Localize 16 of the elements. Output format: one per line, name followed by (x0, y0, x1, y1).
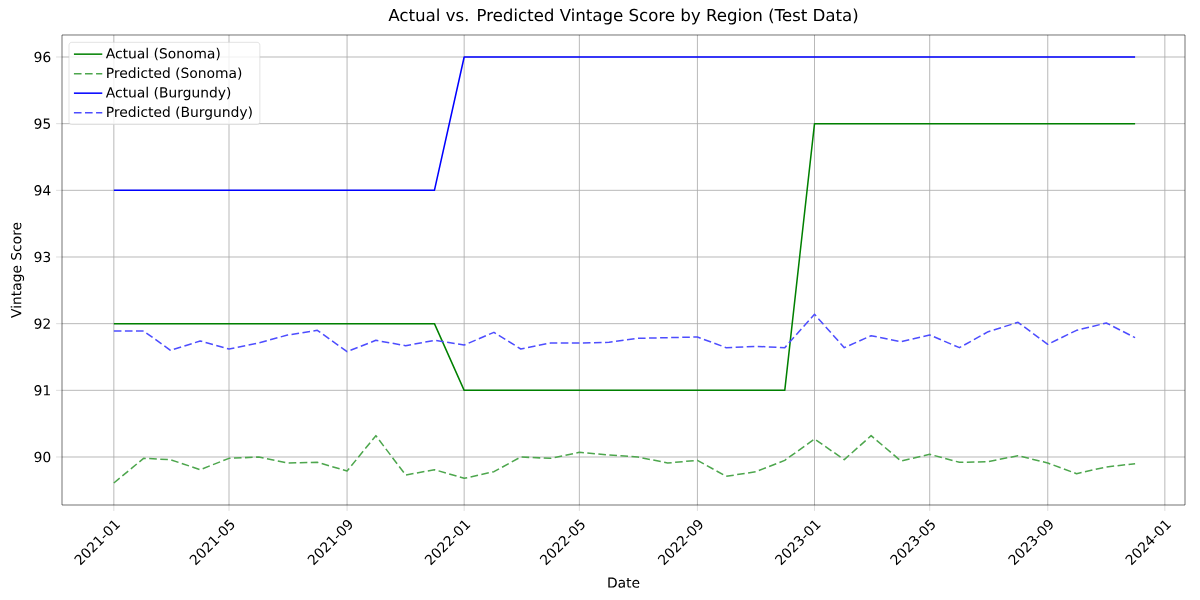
line-series (113, 313, 1136, 353)
y-tick-label: 96 (34, 51, 51, 63)
y-axis-title: Vintage Score (10, 222, 25, 318)
y-tick-label: 94 (34, 185, 51, 196)
legend-label: Predicted (Burgundy) (107, 106, 252, 120)
y-tick-label: 92 (34, 318, 50, 329)
y-tick-label: 90 (34, 451, 51, 463)
x-axis-title: Date (608, 577, 640, 588)
legend-label: Actual (Burgundy) (105, 86, 231, 101)
y-tick-label: 91 (34, 385, 50, 396)
y-tick-label: 95 (34, 118, 51, 129)
y-tick-label: 93 (34, 251, 51, 263)
legend-label: Actual (Sonoma) (105, 47, 220, 61)
chart-title: Actual vs. Predicted Vintage Score by Region (Test Data) (388, 8, 858, 25)
legend-label: Predicted (Sonoma) (107, 67, 242, 80)
line-series (113, 434, 1136, 484)
